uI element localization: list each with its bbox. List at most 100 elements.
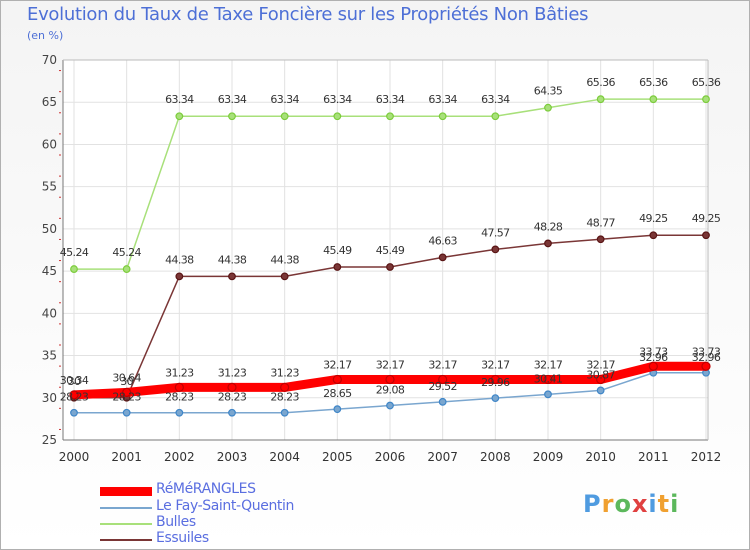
data-point	[386, 112, 394, 121]
logo-letter: x	[631, 490, 649, 518]
x-tick-label: 2004	[269, 450, 300, 464]
data-label: 30	[68, 375, 81, 388]
y-axis-unit: (en %)	[27, 29, 64, 42]
data-point	[543, 374, 553, 385]
data-label: 33.73	[639, 345, 668, 358]
data-point	[174, 382, 184, 392]
data-label: 31.23	[165, 366, 194, 379]
data-label: 32.17	[376, 358, 405, 371]
x-tick-label: 2009	[533, 450, 564, 464]
data-point	[228, 112, 236, 121]
data-point	[596, 235, 605, 244]
data-label: 45.49	[376, 244, 405, 257]
logo-letter: r	[601, 490, 615, 518]
data-point	[227, 382, 237, 392]
data-point	[438, 253, 447, 262]
x-tick-label: 2002	[164, 450, 195, 464]
legend-label: Bulles	[156, 514, 196, 530]
y-tick-label: 30	[42, 391, 57, 405]
series-lines	[69, 95, 711, 417]
data-label: 45.24	[60, 246, 89, 259]
y-tick-label: 70	[42, 53, 57, 67]
data-point	[333, 263, 342, 271]
data-label: 63.34	[270, 93, 299, 106]
data-point	[122, 387, 132, 397]
data-point	[333, 112, 342, 121]
data-labels: 45.24 45.24 63.34 63.34 63.34 63.34 63.34 63.34…	[60, 76, 722, 404]
data-point	[122, 408, 131, 417]
data-point	[596, 386, 605, 395]
chart-title: Evolution du Taux de Taxe Foncière sur l…	[27, 4, 589, 25]
data-label: 31.23	[270, 366, 299, 379]
data-label: 28.23	[112, 391, 141, 404]
legend-label: Le Fay-Saint-Quentin	[156, 498, 294, 514]
y-tick-label: 60	[42, 137, 57, 151]
x-tick-label: 2008	[480, 450, 511, 464]
data-label: 63.34	[481, 93, 510, 106]
data-point	[386, 263, 394, 271]
legend-item-bulles: Bulles	[100, 514, 400, 532]
data-point	[702, 231, 710, 240]
y-tick-label: 40	[42, 306, 57, 320]
legend-swatch	[100, 487, 152, 496]
data-label: 32.17	[428, 358, 457, 371]
data-point	[280, 112, 289, 121]
data-label: 63.34	[165, 93, 194, 106]
x-tick-label: 2012	[691, 450, 722, 464]
data-point	[702, 95, 710, 104]
data-point	[175, 112, 184, 121]
y-tick-label: 55	[42, 180, 57, 194]
data-label: 30.64	[112, 371, 141, 384]
legend-label: Essuiles	[156, 530, 209, 546]
legend-swatch	[100, 523, 152, 525]
y-tick-label: 45	[42, 264, 57, 278]
data-point	[386, 401, 394, 410]
data-label: 65.36	[639, 76, 668, 89]
x-tick-label: 2011	[638, 450, 669, 464]
legend-item-rmerangles: RéMéRANGLES	[100, 481, 400, 499]
data-point	[69, 390, 79, 400]
data-label: 44.38	[270, 253, 299, 266]
data-label: 30	[120, 375, 133, 388]
logo-letter: o	[614, 490, 632, 518]
legend-label: RéMéRANGLES	[156, 481, 256, 497]
data-point	[701, 361, 711, 371]
x-tick-label: 2001	[111, 450, 142, 464]
data-label: 48.28	[534, 220, 563, 233]
data-label: 32.96	[639, 351, 668, 364]
data-label: 32.17	[586, 358, 615, 371]
y-tick-label: 65	[42, 95, 57, 109]
data-point	[491, 112, 500, 121]
data-label: 63.34	[218, 93, 247, 106]
y-tick-label: 25	[42, 433, 57, 447]
data-label: 32.17	[323, 358, 352, 371]
data-label: 65.36	[586, 76, 615, 89]
data-label: 45.49	[323, 244, 352, 257]
data-label: 45.24	[112, 246, 141, 259]
data-point	[596, 374, 606, 385]
data-point	[544, 239, 552, 248]
data-label: 47.57	[481, 226, 510, 239]
x-tick-label: 2007	[427, 450, 458, 464]
legend-swatch	[100, 507, 152, 509]
data-point	[649, 95, 658, 104]
x-tick-label: 2005	[322, 450, 353, 464]
data-point	[491, 394, 500, 403]
data-label: 28.23	[60, 391, 89, 404]
data-label: 28.65	[323, 387, 352, 400]
data-label: 28.23	[165, 391, 194, 404]
data-point	[438, 112, 447, 121]
data-label: 49.25	[639, 212, 668, 225]
data-point	[228, 272, 236, 281]
data-label: 63.34	[428, 93, 457, 106]
data-label: 28.23	[218, 391, 247, 404]
data-label: 29.52	[428, 380, 457, 393]
data-label: 48.77	[586, 216, 615, 229]
data-label: 30.41	[534, 372, 563, 385]
y-tick-label: 35	[42, 349, 57, 363]
data-point	[175, 272, 184, 281]
x-tick-label: 2010	[585, 450, 616, 464]
data-label: 31.23	[218, 366, 247, 379]
data-point	[332, 374, 342, 385]
